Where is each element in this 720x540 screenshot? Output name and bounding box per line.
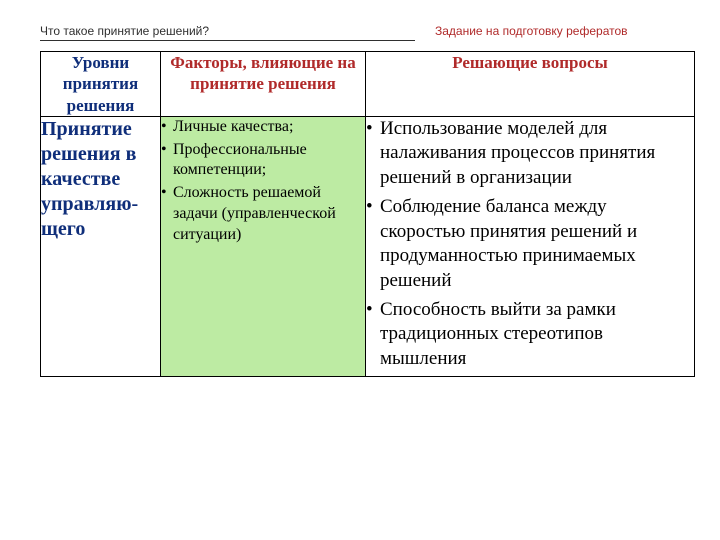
- list-item: Способность выйти за рамки традиционных …: [366, 298, 694, 372]
- col-header-questions: Решающие вопросы: [366, 52, 695, 117]
- assignment-label: Задание на подготовку рефератов: [435, 24, 628, 38]
- list-item: Использование моделей для налаживания пр…: [366, 117, 694, 191]
- col-header-factors: Факторы, влияющие на принятие решения: [161, 52, 366, 117]
- decision-table: Уровни принятия решения Факторы, влияющи…: [40, 51, 695, 377]
- list-item: Личные качества;: [161, 117, 365, 138]
- header-row: Что такое принятие решений? Задание на п…: [40, 24, 694, 41]
- questions-cell: Использование моделей для налаживания пр…: [366, 116, 695, 376]
- factors-cell: Личные качества; Профессиональные компет…: [161, 116, 366, 376]
- questions-list: Использование моделей для налаживания пр…: [366, 117, 694, 372]
- col-header-levels: Уровни принятия решения: [41, 52, 161, 117]
- list-item: Соблюдение баланса между скоростью приня…: [366, 195, 694, 294]
- section-title: Что такое принятие решений?: [40, 24, 415, 41]
- factors-list: Личные качества; Профессиональные компет…: [161, 117, 365, 246]
- table-row: Принятие решения в качестве управляю-щег…: [41, 116, 695, 376]
- level-cell: Принятие решения в качестве управляю-щег…: [41, 116, 161, 376]
- list-item: Сложность решаемой задачи (управленческо…: [161, 183, 365, 245]
- list-item: Профессиональные компетенции;: [161, 140, 365, 182]
- table-header-row: Уровни принятия решения Факторы, влияющи…: [41, 52, 695, 117]
- slide: Что такое принятие решений? Задание на п…: [0, 0, 720, 540]
